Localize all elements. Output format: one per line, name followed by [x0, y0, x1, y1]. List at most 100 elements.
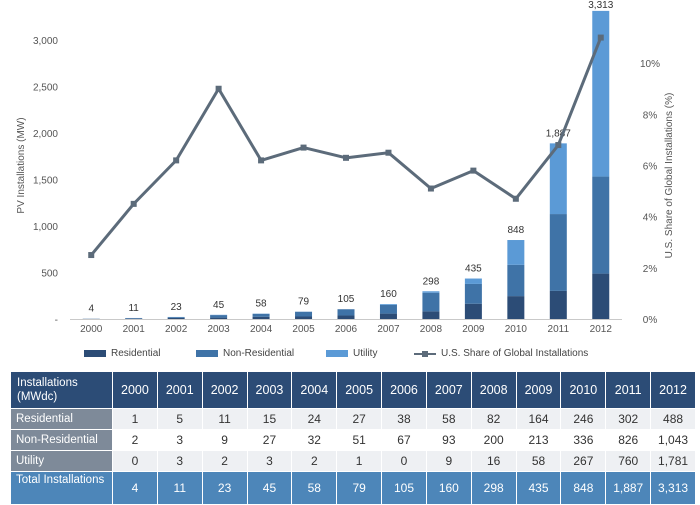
table-cell: 1 — [337, 451, 382, 472]
x-tick-label: 2006 — [335, 324, 358, 335]
table-year-header: 2004 — [292, 372, 337, 409]
x-tick-label: 2011 — [548, 324, 570, 335]
legend-item-utility: Utility — [326, 348, 377, 359]
bar-residential — [210, 318, 227, 319]
bar-non-residential — [465, 284, 482, 304]
bar-total-label: 45 — [213, 300, 225, 311]
bar-utility — [507, 240, 524, 265]
table-cell: 267 — [561, 451, 606, 472]
legend-item-non-residential: Non-Residential — [196, 348, 294, 359]
share-point — [428, 186, 434, 192]
legend-item-residential: Residential — [84, 348, 160, 359]
x-tick-label: 2000 — [80, 324, 103, 335]
bar-total-label: 160 — [380, 289, 397, 300]
bar-total-label: 23 — [171, 302, 183, 313]
table-cell: 3 — [157, 430, 202, 451]
bar-residential — [550, 291, 567, 319]
table-cell: 2 — [202, 451, 247, 472]
bar-residential — [380, 314, 397, 319]
bar-residential — [295, 316, 312, 319]
legend-swatch-non-residential — [196, 350, 218, 357]
table-row-label: Residential — [11, 409, 113, 430]
table-year-header: 2008 — [471, 372, 516, 409]
table-cell: 1 — [113, 409, 158, 430]
table-header-row: Installations (MWdc) 2000 2001 2002 2003… — [11, 372, 696, 409]
table-row-label: Non-Residential — [11, 430, 113, 451]
share-point — [88, 252, 94, 258]
table-cell: 164 — [516, 409, 561, 430]
bar-residential — [168, 318, 185, 319]
bar-total-label: 11 — [128, 303, 139, 314]
x-tick-label: 2012 — [590, 324, 613, 335]
table-corner-label: Installations (MWdc) — [11, 372, 113, 409]
table-cell: 24 — [292, 409, 337, 430]
share-point — [301, 145, 307, 151]
table-cell: 27 — [337, 409, 382, 430]
share-line — [91, 38, 601, 255]
pv-installations-chart: -5001,0001,5002,0002,5003,0000%2%4%6%8%1… — [0, 0, 700, 344]
bar-total-label: 848 — [508, 225, 525, 236]
bar-residential — [507, 296, 524, 319]
legend-label-residential: Residential — [111, 348, 160, 359]
bar-non-residential — [550, 214, 567, 291]
table-cell: 15 — [247, 409, 292, 430]
table-year-header: 2002 — [202, 372, 247, 409]
table-cell: 58 — [426, 409, 471, 430]
y-tick-label: 1,500 — [33, 175, 58, 186]
y-right-tick-label: 2% — [643, 264, 658, 275]
legend-line-share — [414, 353, 436, 355]
bar-residential — [253, 317, 270, 319]
share-point — [173, 157, 179, 163]
table-cell: 11 — [202, 409, 247, 430]
table-row-label: Utility — [11, 451, 113, 472]
y-right-axis-title: U.S. Share of Global Installations (%) — [664, 93, 675, 259]
table-cell: 336 — [561, 430, 606, 451]
y-tick-label: 1,000 — [33, 222, 58, 233]
bar-residential — [338, 315, 355, 319]
table-cell: 32 — [292, 430, 337, 451]
y-tick-label: 3,000 — [33, 36, 58, 47]
legend-label-non-residential: Non-Residential — [223, 348, 294, 359]
bar-non-residential — [168, 317, 185, 318]
x-tick-label: 2009 — [462, 324, 485, 335]
x-tick-label: 2008 — [420, 324, 443, 335]
x-tick-label: 2003 — [207, 324, 230, 335]
table-cell: 246 — [561, 409, 606, 430]
table-year-header: 2007 — [426, 372, 471, 409]
bar-residential — [465, 304, 482, 319]
table-cell: 9 — [202, 430, 247, 451]
share-point — [216, 86, 222, 92]
legend-label-share: U.S. Share of Global Installations — [441, 348, 588, 359]
bar-residential — [422, 311, 439, 319]
table-year-header: 2009 — [516, 372, 561, 409]
table-cell: 58 — [516, 451, 561, 472]
bar-non-residential — [592, 177, 609, 274]
bar-non-residential — [210, 315, 227, 318]
table-cell: 16 — [471, 451, 516, 472]
share-point — [258, 157, 264, 163]
chart-legend: Residential Non-Residential Utility U.S.… — [0, 344, 700, 364]
bar-non-residential — [422, 293, 439, 312]
table-cell: 5 — [157, 409, 202, 430]
legend-label-utility: Utility — [353, 348, 377, 359]
bar-total-label: 4 — [88, 304, 94, 315]
share-point — [470, 168, 476, 174]
bar-total-label: 435 — [465, 264, 482, 275]
bar-total-label: 58 — [256, 299, 268, 310]
table-cell: 93 — [426, 430, 471, 451]
table-cell: 27 — [247, 430, 292, 451]
bar-utility — [422, 291, 439, 292]
legend-swatch-residential — [84, 350, 106, 357]
table-cell: 488 — [651, 409, 696, 430]
share-point — [513, 196, 519, 202]
x-tick-label: 2010 — [505, 324, 528, 335]
table-year-header: 2003 — [247, 372, 292, 409]
table-cell: 9 — [426, 451, 471, 472]
table-cell: 3 — [247, 451, 292, 472]
table-cell: 38 — [382, 409, 427, 430]
x-tick-label: 2005 — [292, 324, 315, 335]
bar-total-label: 298 — [423, 276, 440, 287]
table-cell: 760 — [606, 451, 651, 472]
table-cell: 2 — [113, 430, 158, 451]
